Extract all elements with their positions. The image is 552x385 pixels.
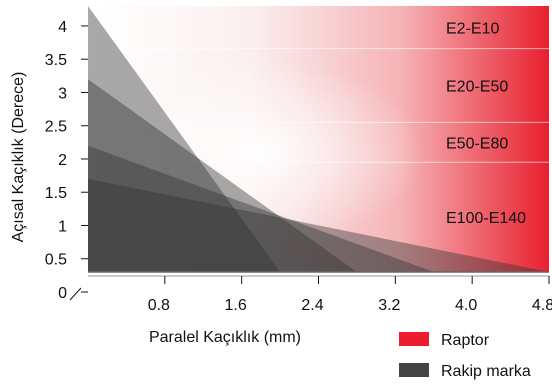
area-e50-e80 bbox=[88, 145, 434, 272]
axis-layer: 0 0.5 1 1.5 2 2.5 3 3.5 4 0.8 1.6 2.4 3.2 4.0 4.8 bbox=[45, 19, 552, 314]
y-tick-label: 0.5 bbox=[45, 252, 67, 269]
x-tick-label: 4.8 bbox=[532, 297, 552, 314]
y-tick-label: 3.5 bbox=[45, 52, 67, 69]
area-layer bbox=[88, 6, 549, 272]
plot-glow bbox=[88, 6, 549, 273]
band-layer: E2-E10 E20-E50 E50-E80 E100-E140 bbox=[88, 20, 549, 227]
band-label: E20-E50 bbox=[446, 78, 508, 95]
area-e20-e50 bbox=[88, 79, 357, 272]
x-tick-label: 4.0 bbox=[455, 297, 477, 314]
legend: Raptor Rakip marka bbox=[399, 332, 531, 380]
y-tick-label: 0 bbox=[58, 285, 67, 302]
x-axis-title: Paralel Kaçıklık (mm) bbox=[149, 329, 301, 346]
legend-swatch-raptor bbox=[399, 332, 429, 346]
y-tick-label: 2 bbox=[58, 152, 67, 169]
legend-label-raptor: Raptor bbox=[441, 332, 490, 349]
area-e2-e10 bbox=[88, 6, 281, 272]
x-tick-label: 3.2 bbox=[378, 297, 400, 314]
background-layer bbox=[88, 6, 549, 273]
y-tick-label: 1.5 bbox=[45, 185, 67, 202]
legend-swatch-rakip bbox=[399, 363, 429, 377]
y-tick-label: 4 bbox=[58, 19, 67, 36]
y-tick-label: 1 bbox=[58, 218, 67, 235]
y-axis-title: Açısal Kaçıklık (Derece) bbox=[10, 72, 27, 243]
x-tick-label: 0.8 bbox=[148, 297, 170, 314]
y-tick-label: 3 bbox=[58, 85, 67, 102]
y-tick-label: 2.5 bbox=[45, 119, 67, 136]
band-label: E50-E80 bbox=[446, 135, 508, 152]
band-label: E2-E10 bbox=[446, 20, 499, 37]
legend-label-rakip: Rakip marka bbox=[441, 363, 531, 380]
x-tick-label: 1.6 bbox=[225, 297, 247, 314]
area-e100-e140 bbox=[88, 178, 549, 272]
x-tick-label: 2.4 bbox=[301, 297, 323, 314]
origin-tick bbox=[69, 287, 82, 301]
band-label: E100-E140 bbox=[446, 210, 526, 227]
